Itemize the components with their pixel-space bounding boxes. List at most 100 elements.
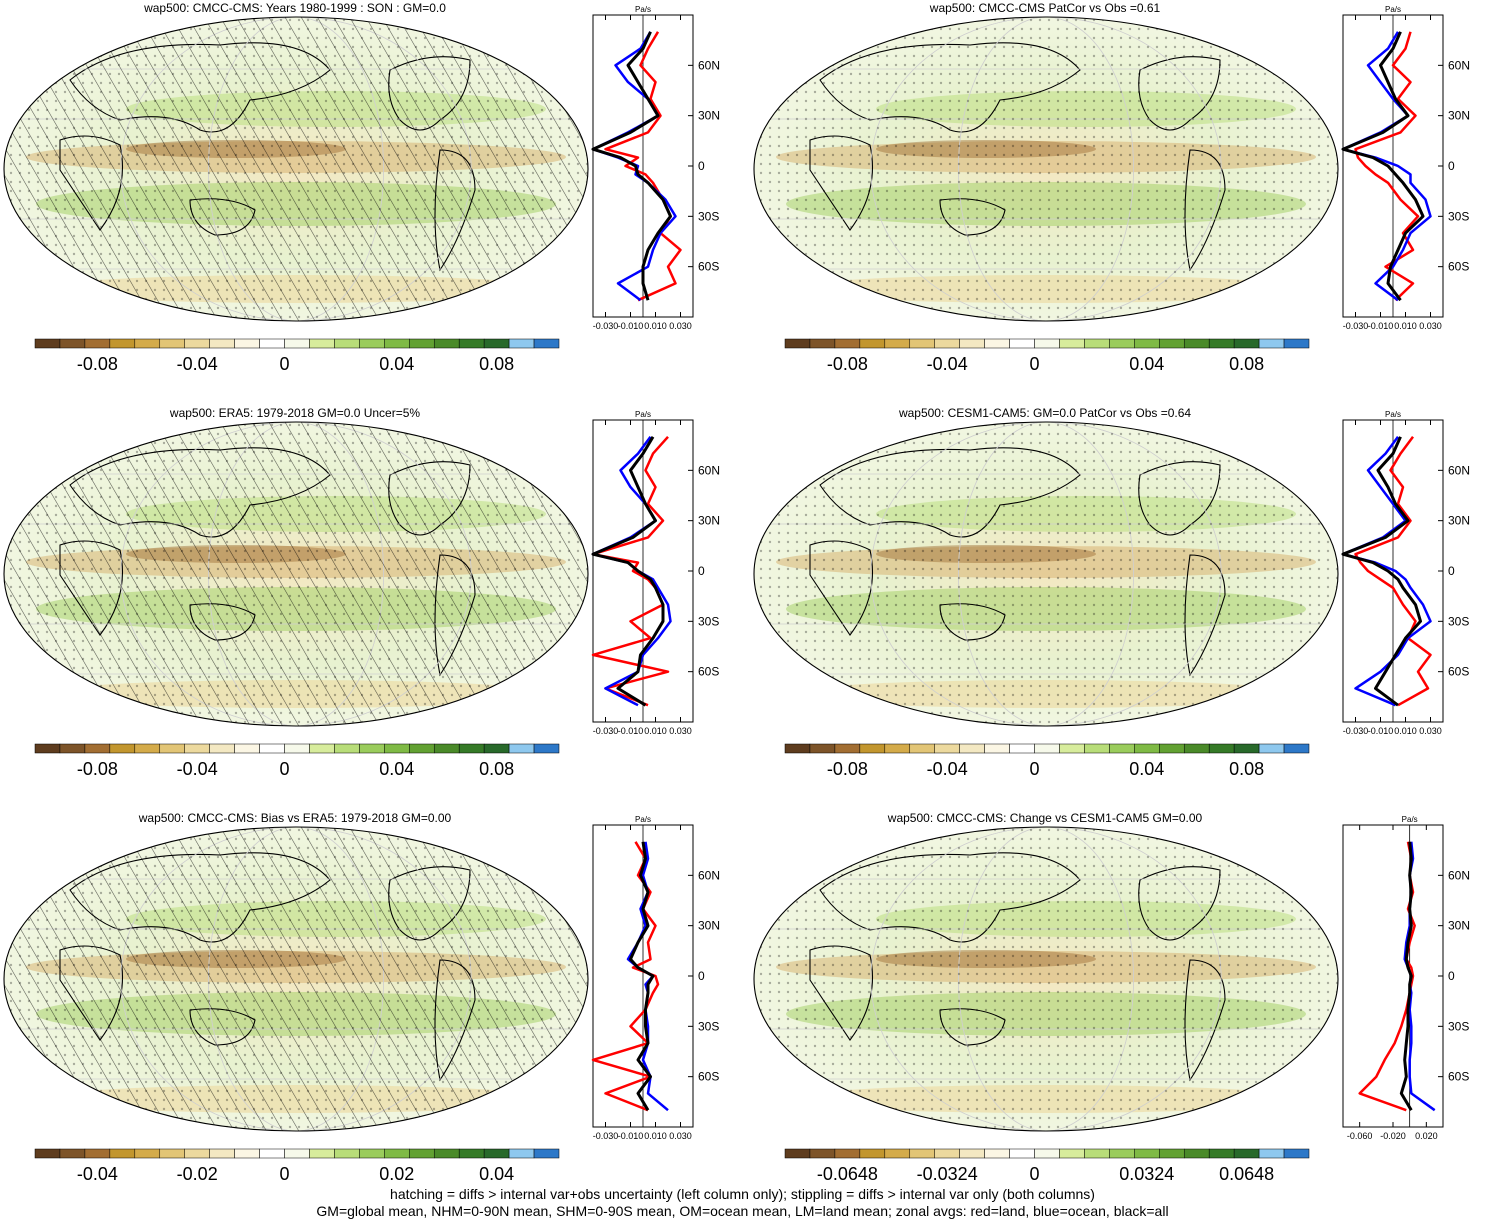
colorbar-swatch	[34, 338, 61, 349]
colorbar-swatch	[309, 743, 335, 754]
colorbar-swatch	[284, 338, 310, 349]
colorbar: -0.0648 -0.0324 0 0.0324 0.0648	[784, 1148, 1310, 1180]
x-tick-label: 0.030	[669, 1131, 692, 1141]
colorbar-tick-label: 0	[1030, 759, 1040, 779]
hatching	[4, 827, 588, 1131]
colorbar-swatch	[1159, 743, 1185, 754]
y-tick-label: 0	[698, 159, 705, 173]
colorbar-swatch	[1084, 743, 1110, 754]
colorbar-swatch	[909, 338, 935, 349]
footer-line-1: hatching = diffs > internal var+obs unce…	[390, 1186, 1095, 1202]
colorbar-swatch	[359, 338, 385, 349]
x-tick-label: -0.010	[1368, 321, 1394, 331]
colorbar-tick-label: 0.08	[1229, 759, 1264, 779]
colorbar-swatch	[1059, 743, 1085, 754]
colorbar-swatch	[34, 743, 61, 754]
x-tick-label: -0.010	[1368, 726, 1394, 736]
colorbar: -0.04 -0.02 0 0.02 0.04	[34, 1148, 560, 1180]
colorbar-swatch	[834, 743, 861, 754]
colorbar-tick-label: -0.04	[927, 759, 968, 779]
colorbar-swatch	[1208, 1148, 1235, 1159]
zonal-mean-plot: Pa/s -0.060 -0.020 0.020 60N 30N 0 30S 60S	[1342, 815, 1470, 1141]
colorbar-swatch	[1183, 338, 1210, 349]
y-tick-label: 0	[1448, 159, 1455, 173]
colorbar-swatch	[934, 338, 960, 349]
y-tick-label: 30S	[698, 614, 719, 628]
colorbar-tick-label: -0.04	[177, 354, 218, 374]
stippling	[754, 422, 1338, 726]
colorbar-swatch	[1084, 1148, 1110, 1159]
x-tick-label: -0.010	[618, 321, 644, 331]
colorbar-swatch	[834, 338, 861, 349]
colorbar-swatch	[1283, 338, 1310, 349]
colorbar-swatch	[458, 338, 485, 349]
colorbar-swatch	[984, 338, 1010, 349]
y-tick-label: 0	[698, 564, 705, 578]
map	[4, 17, 588, 321]
zonal-mean-plot: Pa/s -0.030 -0.010 0.010 0.030 60N 30N 0 30S 60S	[1341, 5, 1470, 331]
colorbar-swatch	[209, 338, 235, 349]
colorbar-swatch	[1283, 743, 1310, 754]
colorbar-swatch	[984, 743, 1010, 754]
colorbar-swatch	[409, 743, 435, 754]
footer-line-2: GM=global mean, NHM=0-90N mean, SHM=0-90…	[316, 1203, 1169, 1219]
colorbar-tick-label: 0.04	[1129, 354, 1164, 374]
colorbar-swatch	[1208, 743, 1235, 754]
colorbar-tick-label: 0.08	[479, 759, 514, 779]
colorbar-swatch	[59, 1148, 86, 1159]
panel-6: wap500: CMCC-CMS: Change vs CESM1-CAM5 G…	[753, 811, 1470, 1180]
map-border	[3, 16, 589, 322]
colorbar-swatch	[84, 1148, 111, 1159]
colorbar-swatch	[359, 743, 385, 754]
colorbar: -0.08 -0.04 0 0.04 0.08	[34, 338, 560, 374]
colorbar-swatch	[1034, 338, 1060, 349]
hatching	[4, 17, 588, 321]
panel-2: wap500: CMCC-CMS PatCor vs Obs =0.61 -0.0…	[753, 1, 1470, 374]
colorbar-swatch	[1134, 1148, 1160, 1159]
colorbar-swatch	[483, 1148, 510, 1159]
y-tick-label: 30N	[698, 919, 720, 933]
colorbar-swatch	[209, 1148, 235, 1159]
zonal-line-land	[1354, 31, 1420, 302]
colorbar-swatch	[159, 1148, 185, 1159]
colorbar-swatch	[508, 338, 535, 349]
colorbar-tick-label: -0.08	[77, 759, 118, 779]
colorbar-swatch	[1134, 743, 1160, 754]
colorbar-swatch	[1208, 338, 1235, 349]
colorbar-tick-label: 0.02	[379, 1164, 414, 1180]
colorbar-tick-label: -0.04	[927, 354, 968, 374]
colorbar-swatch	[184, 338, 210, 349]
colorbar-swatch	[1109, 338, 1135, 349]
colorbar-swatch	[433, 743, 460, 754]
colorbar-tick-label: 0.0648	[1219, 1164, 1274, 1180]
colorbar-swatch	[84, 338, 111, 349]
colorbar-tick-label: -0.02	[177, 1164, 218, 1180]
zonal-line-ocean	[1341, 436, 1432, 707]
x-tick-label: -0.020	[1380, 1131, 1406, 1141]
zonal-unit: Pa/s	[1385, 5, 1401, 14]
zonal-mean-plot: Pa/s -0.030 -0.010 0.010 0.030 60N 30N 0 30S 60S	[1341, 410, 1470, 736]
colorbar-swatch	[284, 743, 310, 754]
colorbar-tick-label: 0	[280, 354, 290, 374]
y-tick-label: 30S	[698, 209, 719, 223]
colorbar-swatch	[134, 1148, 161, 1159]
x-tick-label: -0.010	[618, 1131, 644, 1141]
zonal-line-all	[1341, 31, 1425, 302]
x-tick-label: 0.030	[669, 726, 692, 736]
colorbar: -0.08 -0.04 0 0.04 0.08	[34, 743, 560, 779]
colorbar-swatch	[784, 743, 811, 754]
x-tick-label: 0.020	[1415, 1131, 1438, 1141]
y-tick-label: 60S	[698, 665, 719, 679]
y-tick-label: 0	[698, 969, 705, 983]
y-tick-label: 0	[1448, 969, 1455, 983]
zonal-unit: Pa/s	[635, 410, 651, 419]
y-tick-label: 60N	[1448, 58, 1470, 72]
colorbar-tick-label: 0.04	[479, 1164, 514, 1180]
stippling	[754, 827, 1338, 1131]
colorbar-swatch	[1009, 743, 1035, 754]
y-tick-label: 60S	[1448, 260, 1469, 274]
zonal-unit: Pa/s	[635, 5, 651, 14]
zonal-line-all	[1399, 841, 1413, 1111]
colorbar-swatch	[508, 1148, 535, 1159]
colorbar-swatch	[784, 1148, 811, 1159]
